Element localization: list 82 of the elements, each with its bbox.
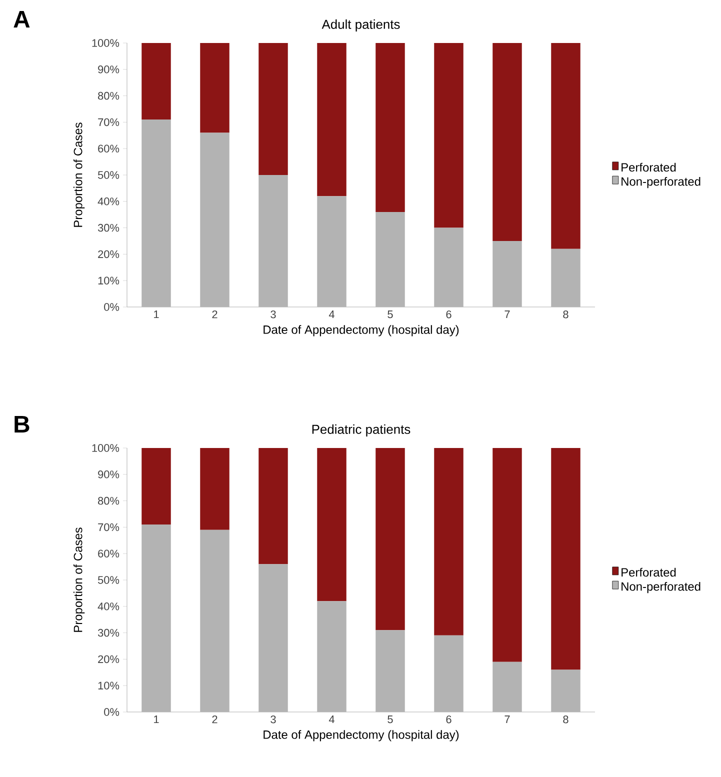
bar bbox=[434, 635, 464, 712]
bar bbox=[492, 662, 522, 712]
bar bbox=[258, 448, 288, 564]
bar bbox=[376, 630, 405, 712]
x-tick-label: 6 bbox=[446, 310, 452, 318]
bar bbox=[142, 120, 171, 307]
bar bbox=[376, 212, 405, 307]
x-axis-title: Date of Appendectomy (hospital day) bbox=[264, 325, 459, 336]
bar bbox=[551, 670, 580, 712]
legend-label: Non-perforated bbox=[622, 176, 700, 188]
bar bbox=[142, 42, 171, 120]
y-axis-title: Proportion of Cases bbox=[73, 122, 85, 227]
y-tick-label: 50% bbox=[98, 576, 120, 584]
x-tick-label: 7 bbox=[504, 716, 510, 724]
x-tick-label: 8 bbox=[563, 310, 568, 318]
y-tick-label: 30% bbox=[98, 224, 120, 232]
x-tick-label: 1 bbox=[154, 310, 159, 318]
y-tick-label: 70% bbox=[98, 523, 120, 532]
bar bbox=[200, 42, 230, 133]
x-tick-label: 5 bbox=[388, 310, 393, 318]
y-tick-label: 10% bbox=[98, 682, 120, 690]
y-tick-label: 90% bbox=[98, 66, 120, 74]
text: B bbox=[14, 416, 30, 432]
legend-label: Non-perforated bbox=[622, 582, 700, 594]
bar bbox=[258, 174, 288, 307]
y-tick-label: 0% bbox=[104, 708, 120, 716]
bar bbox=[142, 524, 171, 712]
x-tick-label: 8 bbox=[563, 716, 568, 724]
y-tick-label: 40% bbox=[98, 602, 120, 610]
bar bbox=[142, 448, 171, 525]
y-tick-label: 20% bbox=[98, 655, 120, 664]
y-tick-label: 90% bbox=[98, 470, 120, 478]
y-tick-label: 60% bbox=[98, 144, 120, 152]
y-tick-label: 100% bbox=[92, 39, 120, 47]
y-tick-label: 10% bbox=[98, 276, 120, 284]
bar bbox=[200, 530, 230, 712]
bar bbox=[317, 196, 346, 307]
bar bbox=[258, 564, 288, 712]
bar bbox=[376, 42, 405, 212]
y-axis-title: Proportion of Cases bbox=[73, 528, 85, 632]
bar bbox=[200, 448, 230, 530]
bar bbox=[492, 448, 522, 662]
text: A bbox=[14, 11, 30, 28]
chart-title: Adult patients bbox=[322, 19, 400, 32]
bar bbox=[317, 448, 346, 602]
x-tick-label: 7 bbox=[504, 310, 510, 318]
bar bbox=[551, 42, 580, 249]
bar bbox=[551, 248, 580, 307]
x-tick-label: 4 bbox=[328, 310, 334, 318]
y-tick-label: 80% bbox=[98, 92, 120, 100]
bar bbox=[492, 240, 522, 307]
x-tick-label: 4 bbox=[328, 716, 334, 724]
bar bbox=[434, 228, 464, 307]
y-tick-label: 60% bbox=[98, 550, 120, 558]
bar bbox=[434, 448, 464, 636]
x-tick-label: 6 bbox=[446, 716, 452, 724]
bar bbox=[551, 448, 580, 670]
x-tick-label: 1 bbox=[154, 716, 159, 724]
bar bbox=[258, 42, 288, 175]
x-tick-label: 3 bbox=[270, 716, 276, 724]
y-tick-label: 30% bbox=[98, 628, 120, 637]
bar bbox=[200, 132, 230, 307]
x-axis-title: Date of Appendectomy (hospital day) bbox=[264, 730, 459, 742]
bar bbox=[434, 42, 464, 228]
x-tick-label: 2 bbox=[212, 310, 218, 318]
y-tick-label: 40% bbox=[98, 198, 120, 206]
y-tick-label: 70% bbox=[98, 118, 120, 126]
y-tick-label: 0% bbox=[104, 303, 120, 311]
bar bbox=[376, 448, 405, 630]
x-tick-label: 2 bbox=[212, 716, 218, 724]
chart-title: Pediatric patients bbox=[312, 424, 410, 436]
y-tick-label: 100% bbox=[92, 444, 120, 452]
y-tick-label: 50% bbox=[98, 171, 120, 179]
x-tick-label: 5 bbox=[388, 716, 393, 724]
bar bbox=[492, 42, 522, 241]
legend-label: Perforated bbox=[622, 162, 676, 172]
legend-label: Perforated bbox=[622, 568, 676, 577]
y-tick-label: 80% bbox=[98, 496, 120, 505]
bar bbox=[317, 601, 346, 712]
x-tick-label: 3 bbox=[270, 310, 276, 318]
y-tick-label: 20% bbox=[98, 250, 120, 258]
bar bbox=[317, 42, 346, 196]
